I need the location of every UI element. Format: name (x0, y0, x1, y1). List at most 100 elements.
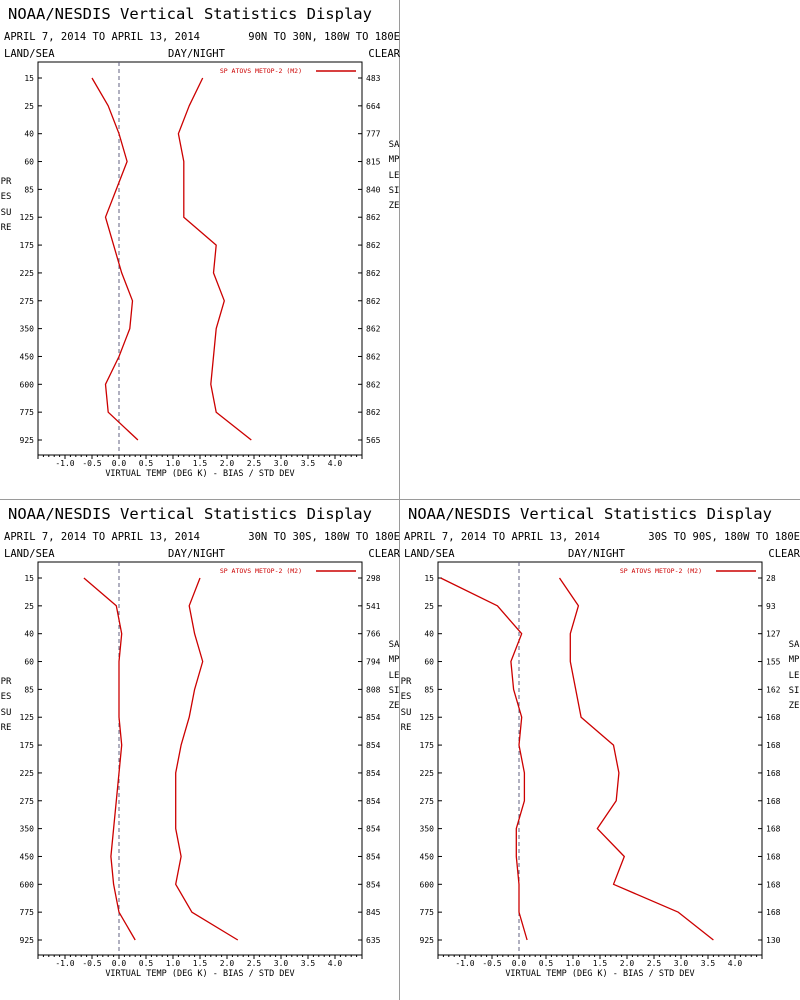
pressure-level-label: 600 (20, 880, 35, 889)
pressure-level-label: 225 (420, 769, 435, 778)
pressure-axis-label: PRESSURE (0, 177, 12, 233)
sample-size-value: 862 (366, 241, 381, 250)
x-axis-label: VIRTUAL TEMP (DEG K) - BIAS / STD DEV (105, 969, 294, 979)
region-label: 30N TO 30S, 180W TO 180E (248, 531, 400, 543)
x-tick-label: 2.0 (620, 959, 635, 968)
x-tick-label: 3.0 (274, 459, 289, 468)
pressure-level-label: 15 (24, 74, 34, 83)
x-tick-label: 0.0 (512, 959, 527, 968)
x-tick-label: 4.0 (328, 459, 343, 468)
std_dev-line (177, 77, 252, 441)
pressure-level-label: 175 (420, 741, 435, 750)
legend-label: SP ATOVS METOP-2 (M2) (220, 67, 302, 75)
plot-frame (37, 561, 363, 956)
x-tick-label: 3.5 (301, 959, 316, 968)
pressure-level-label: 225 (20, 269, 35, 278)
plot-area: -1.0 -0.5 0.0 0.5 1.0 1.5 2.0 2.5 3.0 3.5 4.0 VIRTU… (20, 561, 381, 979)
pressure-level-label: 60 (24, 658, 34, 667)
x-tick-label: 2.0 (220, 959, 235, 968)
sample-size-value: 635 (366, 936, 381, 945)
legend-label: SP ATOVS METOP-2 (M2) (620, 567, 702, 575)
date-range: APRIL 7, 2014 TO APRIL 13, 2014 (4, 531, 200, 543)
pressure-level-label: 15 (24, 574, 34, 583)
sample-size-value: 862 (366, 352, 381, 361)
plot-frame (437, 561, 763, 956)
sample-size-value: 168 (766, 713, 781, 722)
day-night-label: DAY/NIGHT (168, 48, 225, 60)
pressure-level-label: 450 (20, 352, 35, 361)
std_dev-line (175, 577, 239, 941)
pressure-axis-label: PRESSURE (0, 677, 12, 733)
sample-size-value: 854 (366, 825, 381, 834)
x-tick-label: 3.0 (274, 959, 289, 968)
pressure-level-label: 350 (20, 325, 35, 334)
pressure-level-label: 40 (24, 130, 34, 139)
land-sea-label: LAND/SEA (404, 548, 455, 560)
pressure-level-label: 600 (420, 880, 435, 889)
clear-label: CLEAR (768, 548, 800, 560)
chart-panel-nh: NOAA/NESDIS Vertical Statistics Display … (0, 0, 400, 500)
x-tick-label: 2.0 (220, 459, 235, 468)
sample-size-axis-label: SAMPLESIZE (388, 140, 400, 212)
x-tick-label: -0.5 (82, 959, 101, 968)
sample-size-value: 777 (366, 130, 381, 139)
day-night-label: DAY/NIGHT (168, 548, 225, 560)
bias-line (83, 577, 136, 941)
clear-label: CLEAR (368, 548, 400, 560)
sample-size-value: 541 (366, 602, 381, 611)
pressure-level-label: 85 (24, 685, 34, 694)
sample-size-value: 93 (766, 602, 776, 611)
std_dev-line (558, 577, 714, 941)
pressure-level-label: 225 (20, 769, 35, 778)
sample-size-value: 168 (766, 908, 781, 917)
pressure-level-label: 350 (420, 825, 435, 834)
sample-size-axis-label: SAMPLESIZE (788, 640, 800, 712)
x-tick-label: -1.0 (455, 959, 474, 968)
pressure-level-label: 60 (24, 158, 34, 167)
pressure-level-label: 925 (420, 936, 435, 945)
pressure-level-label: 925 (20, 936, 35, 945)
plot-area: -1.0 -0.5 0.0 0.5 1.0 1.5 2.0 2.5 3.0 3.5 4.0 VIRTU… (20, 61, 381, 479)
pressure-level-label: 85 (24, 185, 34, 194)
sample-size-value: 862 (366, 408, 381, 417)
region-label: 90N TO 30N, 180W TO 180E (248, 31, 400, 43)
sample-size-value: 130 (766, 936, 781, 945)
x-tick-label: 0.5 (139, 959, 154, 968)
sample-size-value: 298 (366, 574, 381, 583)
sample-size-value: 168 (766, 797, 781, 806)
sample-size-value: 862 (366, 380, 381, 389)
pressure-level-label: 25 (24, 602, 34, 611)
pressure-level-label: 775 (420, 908, 435, 917)
chart-title: NOAA/NESDIS Vertical Statistics Display (408, 505, 772, 523)
panel-divider-vertical (399, 0, 400, 1000)
sample-size-value: 28 (766, 574, 776, 583)
sample-size-value: 815 (366, 158, 381, 167)
bias-line (440, 577, 528, 941)
x-axis-label: VIRTUAL TEMP (DEG K) - BIAS / STD DEV (505, 969, 694, 979)
x-tick-label: -0.5 (82, 459, 101, 468)
day-night-label: DAY/NIGHT (568, 548, 625, 560)
x-tick-label: 3.5 (701, 959, 716, 968)
region-label: 30S TO 90S, 180W TO 180E (648, 531, 800, 543)
pressure-level-label: 775 (20, 908, 35, 917)
sample-size-value: 162 (766, 685, 781, 694)
sample-size-value: 808 (366, 685, 381, 694)
pressure-level-label: 925 (20, 436, 35, 445)
land-sea-label: LAND/SEA (4, 548, 55, 560)
x-tick-label: 0.0 (112, 459, 127, 468)
sample-size-value: 168 (766, 852, 781, 861)
pressure-level-label: 275 (20, 797, 35, 806)
x-axis-label: VIRTUAL TEMP (DEG K) - BIAS / STD DEV (105, 469, 294, 479)
panel-divider-horizontal (0, 499, 800, 500)
x-tick-label: 0.0 (112, 959, 127, 968)
pressure-level-label: 125 (420, 713, 435, 722)
x-tick-label: 4.0 (728, 959, 743, 968)
sample-size-value: 862 (366, 213, 381, 222)
x-tick-label: 2.5 (247, 959, 262, 968)
legend-label: SP ATOVS METOP-2 (M2) (220, 567, 302, 575)
pressure-axis-label: PRESSURE (400, 677, 412, 733)
sample-size-value: 483 (366, 74, 381, 83)
sample-size-value: 168 (766, 825, 781, 834)
sample-size-value: 854 (366, 713, 381, 722)
sample-size-value: 854 (366, 741, 381, 750)
